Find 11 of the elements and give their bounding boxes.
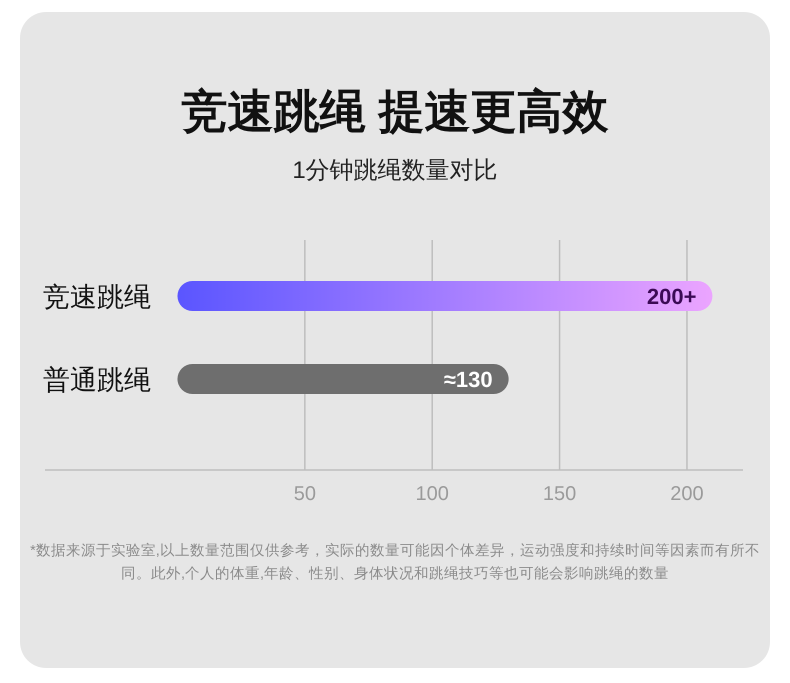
x-tick-label: 100: [416, 483, 449, 505]
x-tick-label: 150: [542, 483, 576, 505]
chart-subtitle: 1分钟跳绳数量对比: [292, 157, 498, 184]
x-tick-label: 200: [670, 483, 704, 505]
text: *数据来源于实验室,以上数量范围仅供参考，实际的数量可能因个体差异，运动强度和持续时间等因素而有所不同。此外,个人的体重,年龄、性别、身体状况和跳绳技巧等也可能会影响跳绳的数量: [30, 542, 760, 584]
data-label: 200+: [646, 284, 696, 309]
y-tick-label: 普通跳绳: [43, 365, 151, 395]
y-tick-label: 竞速跳绳: [43, 282, 151, 312]
x-tick-label: 50: [294, 483, 316, 505]
data-label: ≈130: [444, 367, 493, 392]
chart-title: 竞速跳绳 提速更高效: [182, 85, 610, 137]
